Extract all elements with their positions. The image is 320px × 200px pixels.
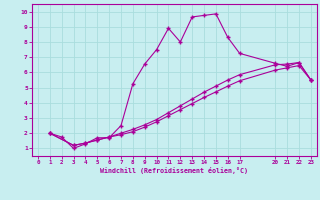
X-axis label: Windchill (Refroidissement éolien,°C): Windchill (Refroidissement éolien,°C) xyxy=(100,167,248,174)
